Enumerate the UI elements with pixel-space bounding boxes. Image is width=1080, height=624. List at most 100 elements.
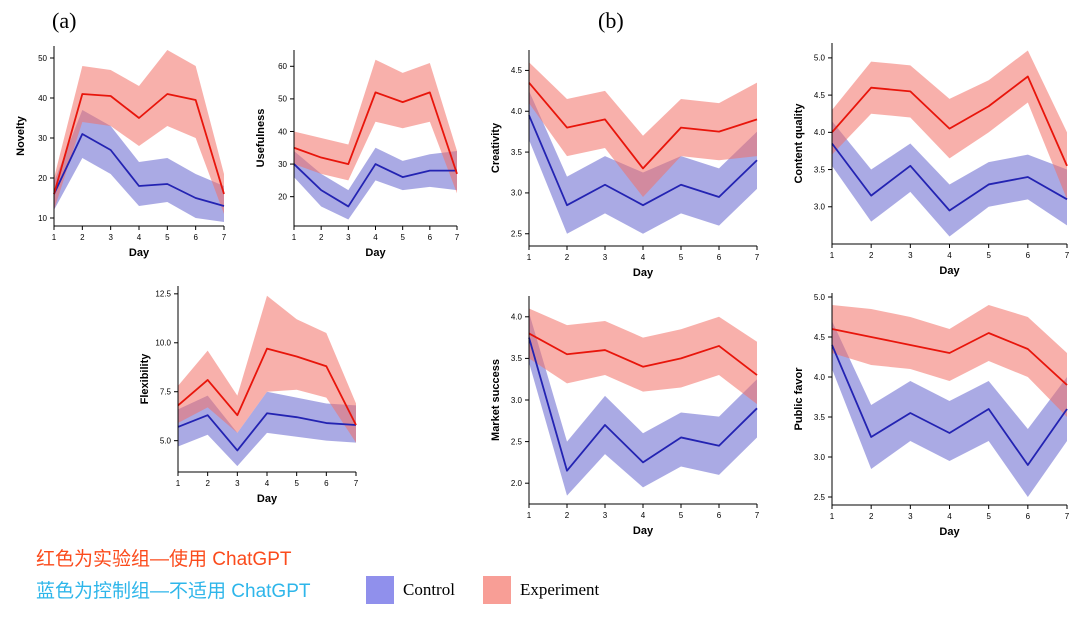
svg-text:4: 4 <box>641 511 646 520</box>
svg-text:5: 5 <box>679 511 684 520</box>
svg-text:Day: Day <box>939 526 960 538</box>
svg-text:5.0: 5.0 <box>814 54 826 63</box>
svg-text:40: 40 <box>38 94 47 103</box>
svg-text:3.5: 3.5 <box>814 413 826 422</box>
svg-text:20: 20 <box>38 174 47 183</box>
panel-b-label: (b) <box>598 8 624 33</box>
svg-text:7: 7 <box>755 511 760 520</box>
svg-text:7: 7 <box>455 233 460 242</box>
svg-text:1: 1 <box>527 253 532 262</box>
svg-text:Day: Day <box>365 247 386 259</box>
svg-text:7.5: 7.5 <box>160 388 172 397</box>
svg-text:6: 6 <box>717 253 722 262</box>
svg-text:60: 60 <box>278 62 287 71</box>
chart-flexibility: 1 2 3 4 5 6 7 5.0 7.5 10.0 12.5 Day Flexibility <box>136 276 366 506</box>
svg-text:4: 4 <box>641 253 646 262</box>
svg-text:3: 3 <box>235 479 240 488</box>
svg-text:4.0: 4.0 <box>511 313 523 322</box>
svg-text:Day: Day <box>633 267 654 279</box>
svg-text:4: 4 <box>373 233 378 242</box>
svg-text:3.5: 3.5 <box>511 354 523 363</box>
svg-text:12.5: 12.5 <box>155 290 171 299</box>
svg-text:2: 2 <box>205 479 210 488</box>
svg-text:3.5: 3.5 <box>511 148 523 157</box>
svg-text:2.5: 2.5 <box>814 493 826 502</box>
svg-text:4: 4 <box>947 512 952 521</box>
svg-text:4.5: 4.5 <box>814 91 826 100</box>
svg-text:Market success: Market success <box>490 359 502 441</box>
svg-text:1: 1 <box>830 251 835 260</box>
svg-text:3: 3 <box>603 511 608 520</box>
caption-experiment-group: 红色为实验组—使用 ChatGPT <box>36 549 292 570</box>
svg-text:Day: Day <box>129 247 150 259</box>
svg-text:1: 1 <box>176 479 181 488</box>
svg-text:7: 7 <box>222 233 227 242</box>
svg-text:Day: Day <box>257 493 278 505</box>
svg-text:2: 2 <box>869 512 874 521</box>
svg-text:5.0: 5.0 <box>814 293 826 302</box>
svg-text:6: 6 <box>428 233 433 242</box>
svg-text:5: 5 <box>165 233 170 242</box>
svg-text:6: 6 <box>1026 251 1031 260</box>
svg-text:4.0: 4.0 <box>814 373 826 382</box>
svg-text:3: 3 <box>908 251 913 260</box>
svg-text:3.0: 3.0 <box>511 396 523 405</box>
svg-text:Public favor: Public favor <box>793 367 805 431</box>
svg-text:4: 4 <box>137 233 142 242</box>
svg-text:3: 3 <box>346 233 351 242</box>
svg-text:Day: Day <box>939 265 960 277</box>
svg-text:4.5: 4.5 <box>814 333 826 342</box>
svg-text:7: 7 <box>1065 251 1070 260</box>
svg-text:4: 4 <box>265 479 270 488</box>
chart-usefulness: 1 2 3 4 5 6 7 20 30 40 50 60 Day Usefulness <box>252 40 467 260</box>
svg-text:2: 2 <box>565 253 570 262</box>
panel-a-label: (a) <box>52 8 77 33</box>
svg-text:3: 3 <box>908 512 913 521</box>
legend-experiment-label: Experiment <box>519 580 600 599</box>
svg-text:4.0: 4.0 <box>814 128 826 137</box>
svg-text:3: 3 <box>603 253 608 262</box>
legend: Control Experiment <box>366 576 627 604</box>
svg-text:6: 6 <box>717 511 722 520</box>
svg-text:2: 2 <box>565 511 570 520</box>
svg-text:4: 4 <box>947 251 952 260</box>
chart-novelty: 1 2 3 4 5 6 7 10 20 30 40 50 Day Novelty <box>12 36 234 260</box>
svg-text:50: 50 <box>278 95 287 104</box>
svg-text:1: 1 <box>830 512 835 521</box>
svg-text:2: 2 <box>869 251 874 260</box>
svg-text:5: 5 <box>679 253 684 262</box>
svg-text:2: 2 <box>80 233 85 242</box>
svg-text:2.0: 2.0 <box>511 479 523 488</box>
chart-public-favor: 1 2 3 4 5 6 7 2.5 3.0 3.5 4.0 4.5 5.0 Day Public favor <box>790 283 1077 539</box>
control-swatch-icon <box>366 576 394 604</box>
svg-text:10.0: 10.0 <box>155 339 171 348</box>
svg-text:5: 5 <box>986 512 991 521</box>
svg-text:30: 30 <box>278 160 287 169</box>
caption-control-group: 蓝色为控制组—不适用 ChatGPT <box>36 581 311 602</box>
svg-text:7: 7 <box>354 479 359 488</box>
svg-text:3.0: 3.0 <box>814 203 826 212</box>
svg-text:Flexibility: Flexibility <box>139 353 151 405</box>
caption: 红色为实验组—使用 ChatGPT 蓝色为控制组—不适用 ChatGPT <box>36 544 310 608</box>
svg-text:Usefulness: Usefulness <box>255 109 267 168</box>
svg-text:1: 1 <box>292 233 297 242</box>
svg-text:Day: Day <box>633 525 654 537</box>
svg-text:Novelty: Novelty <box>15 115 27 156</box>
svg-text:3: 3 <box>108 233 113 242</box>
svg-text:30: 30 <box>38 134 47 143</box>
svg-text:5.0: 5.0 <box>160 436 172 445</box>
svg-text:5: 5 <box>294 479 299 488</box>
svg-text:20: 20 <box>278 192 287 201</box>
svg-text:3.5: 3.5 <box>814 165 826 174</box>
svg-text:6: 6 <box>1026 512 1031 521</box>
experiment-swatch-icon <box>482 576 511 604</box>
chart-market-success: 1 2 3 4 5 6 7 2.0 2.5 3.0 3.5 4.0 Day Market success <box>487 286 767 538</box>
svg-text:4.0: 4.0 <box>511 107 523 116</box>
svg-text:5: 5 <box>400 233 405 242</box>
svg-text:3.0: 3.0 <box>814 453 826 462</box>
svg-text:2.5: 2.5 <box>511 230 523 239</box>
svg-text:Content quality: Content quality <box>793 103 805 184</box>
chart-creativity: 1 2 3 4 5 6 7 2.5 3.0 3.5 4.0 4.5 Day Creativity <box>487 40 767 280</box>
svg-text:2.5: 2.5 <box>511 437 523 446</box>
